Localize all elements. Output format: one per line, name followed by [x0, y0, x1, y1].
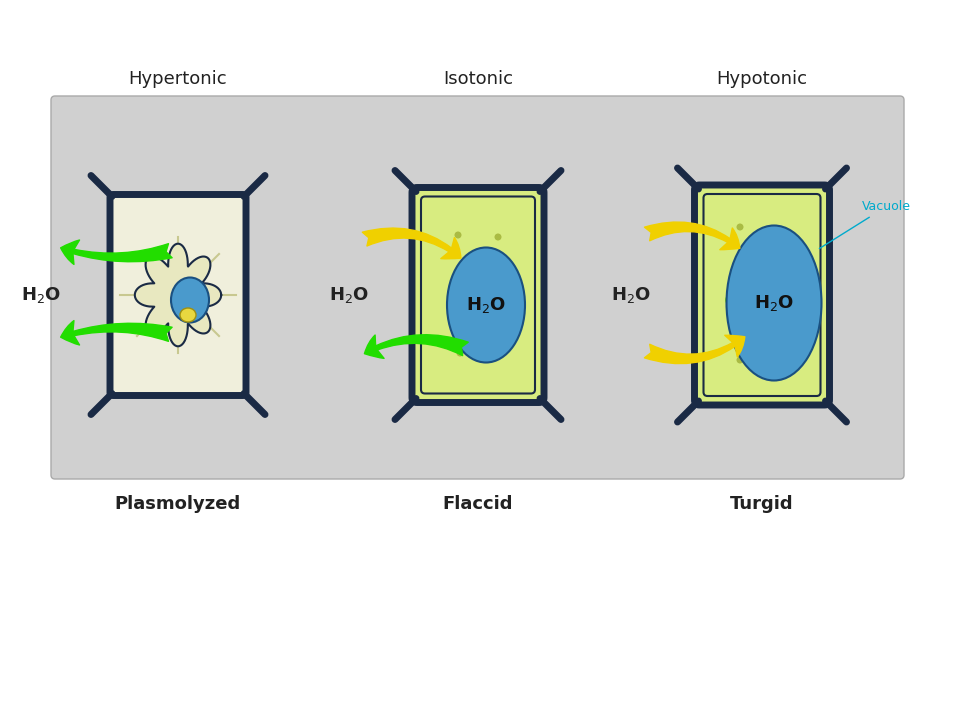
- Ellipse shape: [454, 232, 462, 238]
- FancyBboxPatch shape: [412, 187, 544, 402]
- Ellipse shape: [777, 359, 783, 366]
- Text: Plasmolyzed: Plasmolyzed: [115, 495, 241, 513]
- FancyBboxPatch shape: [704, 194, 821, 396]
- FancyBboxPatch shape: [694, 185, 829, 405]
- Text: H$_2$O: H$_2$O: [466, 295, 506, 315]
- Ellipse shape: [494, 233, 501, 240]
- Ellipse shape: [736, 223, 743, 230]
- FancyBboxPatch shape: [110, 194, 246, 395]
- FancyBboxPatch shape: [51, 96, 904, 479]
- Ellipse shape: [777, 227, 783, 233]
- Ellipse shape: [180, 308, 196, 322]
- Text: H$_2$O: H$_2$O: [21, 285, 61, 305]
- Text: H$_2$O: H$_2$O: [612, 285, 652, 305]
- Text: Isotonic: Isotonic: [443, 70, 513, 88]
- Ellipse shape: [447, 248, 525, 362]
- Text: Hypotonic: Hypotonic: [716, 70, 807, 88]
- Text: H$_2$O: H$_2$O: [329, 285, 369, 305]
- Ellipse shape: [727, 225, 822, 380]
- Text: Turgid: Turgid: [731, 495, 794, 513]
- Ellipse shape: [736, 356, 743, 364]
- FancyBboxPatch shape: [421, 197, 535, 394]
- Text: Hypertonic: Hypertonic: [129, 70, 228, 88]
- Text: Vacuole: Vacuole: [819, 200, 911, 248]
- Ellipse shape: [749, 292, 756, 299]
- Ellipse shape: [171, 277, 209, 323]
- Ellipse shape: [725, 295, 735, 305]
- Ellipse shape: [494, 351, 501, 359]
- Polygon shape: [134, 243, 221, 346]
- Ellipse shape: [457, 349, 464, 356]
- Text: H$_2$O: H$_2$O: [754, 293, 794, 313]
- Text: Flaccid: Flaccid: [443, 495, 514, 513]
